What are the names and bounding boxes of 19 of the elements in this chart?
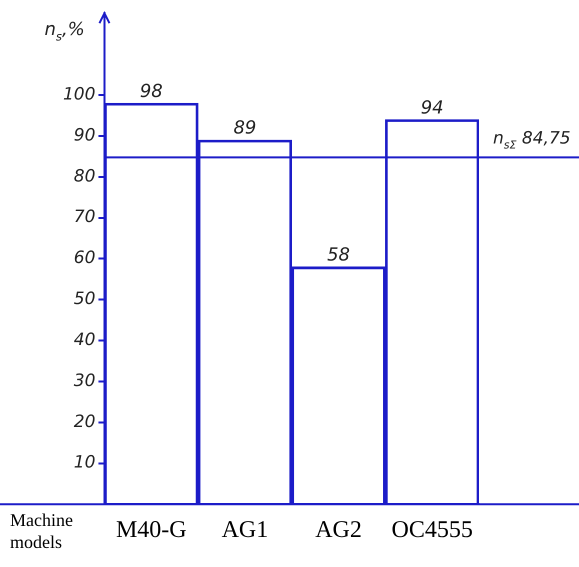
x-tick-label: AG2	[315, 516, 362, 543]
y-tick-label: 40	[74, 330, 96, 350]
data-label: 89	[233, 118, 256, 139]
y-tick-label: 90	[74, 125, 96, 146]
x-axis-title: Machine models	[10, 510, 73, 552]
y-tick-label: 60	[74, 248, 96, 268]
x-tick-label: OC4555	[392, 516, 473, 543]
x-tick-label: M40-G	[116, 516, 187, 543]
y-tick-label: 100	[62, 84, 96, 104]
y-tick-label: 80	[74, 166, 96, 186]
y-tick-label: 20	[74, 412, 96, 432]
x-tick-label: AG1	[222, 516, 268, 543]
data-label: 94	[420, 97, 444, 118]
y-tick-label: 30	[74, 370, 96, 391]
y-tick-label: 70	[74, 207, 96, 228]
data-label: 98	[140, 80, 163, 102]
y-tick-label: 10	[74, 452, 96, 473]
data-label: 58	[327, 244, 350, 266]
y-tick-label: 50	[74, 289, 96, 310]
